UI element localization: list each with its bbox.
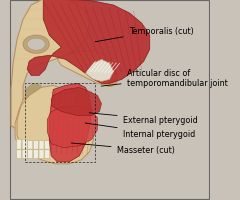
Text: Internal pterygoid: Internal pterygoid [85,123,195,138]
FancyBboxPatch shape [17,150,22,159]
Polygon shape [97,70,118,82]
Polygon shape [25,84,41,106]
Polygon shape [51,88,102,116]
Polygon shape [17,86,93,164]
FancyBboxPatch shape [17,140,22,149]
FancyBboxPatch shape [28,150,33,159]
FancyBboxPatch shape [22,150,27,159]
Text: External pterygoid: External pterygoid [89,113,197,124]
FancyBboxPatch shape [45,150,50,159]
Polygon shape [57,52,118,86]
FancyBboxPatch shape [39,141,44,149]
Text: Temporalis (cut): Temporalis (cut) [95,27,193,43]
Text: Articular disc of
temporomandibular joint: Articular disc of temporomandibular join… [101,68,227,88]
FancyBboxPatch shape [22,140,27,149]
FancyBboxPatch shape [45,141,50,149]
FancyBboxPatch shape [33,150,38,159]
Polygon shape [85,60,114,82]
Ellipse shape [103,70,116,78]
Polygon shape [49,84,91,162]
Polygon shape [47,106,97,148]
Polygon shape [11,0,90,130]
Polygon shape [15,94,53,148]
FancyBboxPatch shape [28,141,33,149]
Polygon shape [27,0,150,84]
Ellipse shape [23,36,49,54]
FancyBboxPatch shape [39,150,44,159]
Ellipse shape [27,39,45,51]
FancyBboxPatch shape [33,141,38,149]
FancyBboxPatch shape [10,1,209,199]
Text: Masseter (cut): Masseter (cut) [71,143,174,154]
Ellipse shape [102,73,118,87]
